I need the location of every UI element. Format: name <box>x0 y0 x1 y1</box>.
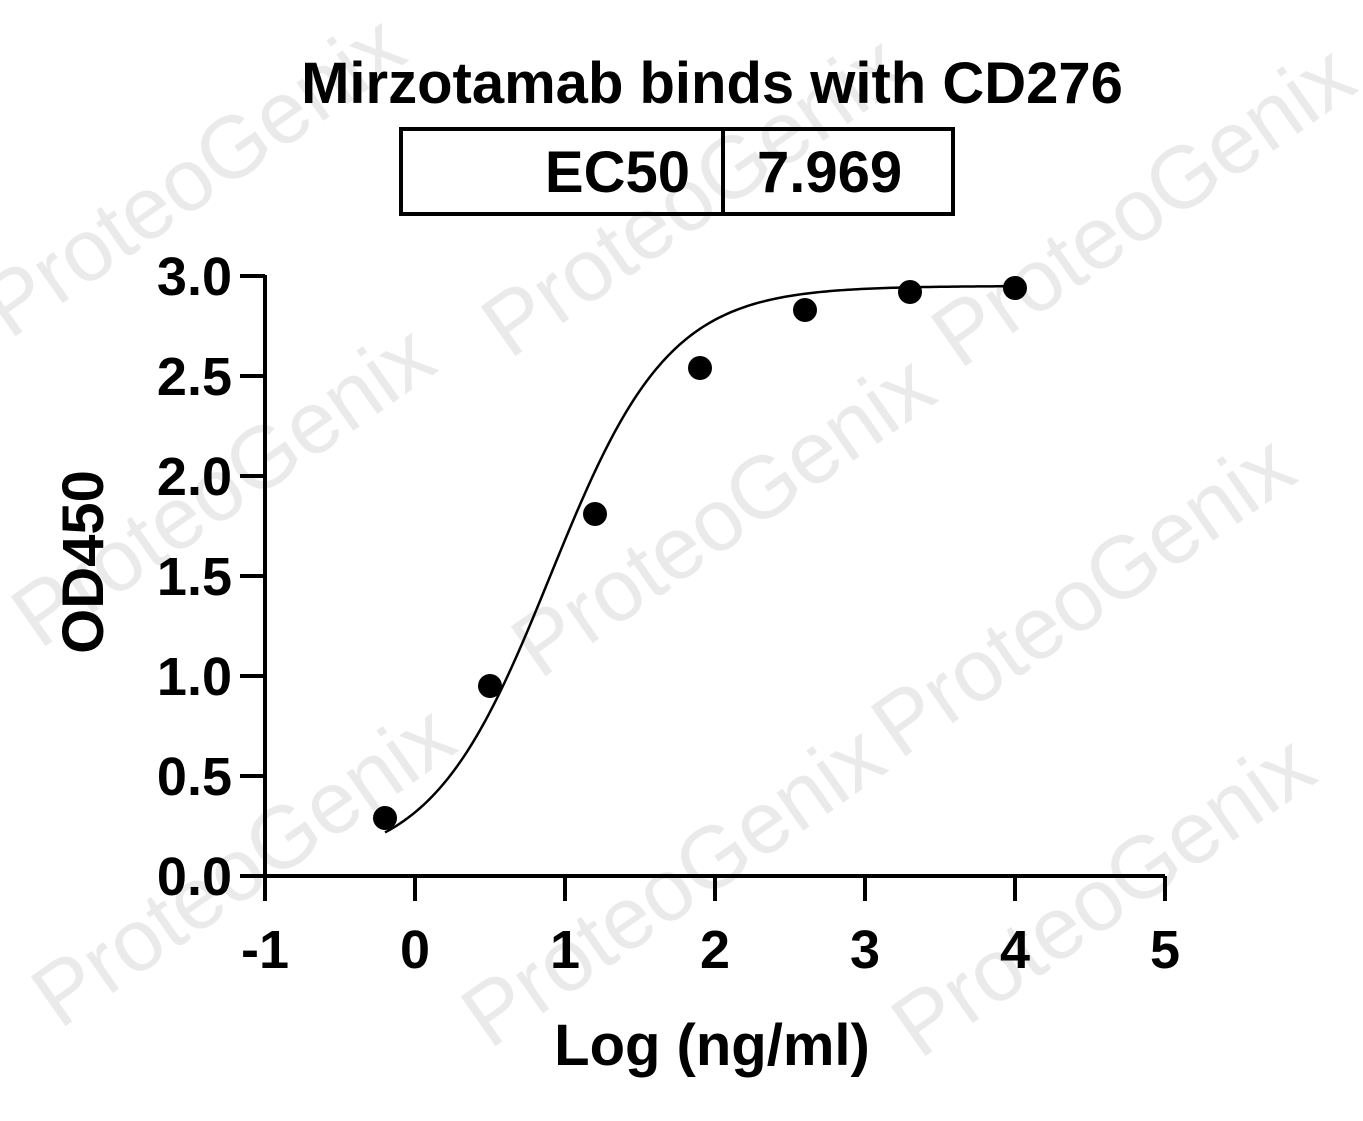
watermark-text: ProteoGenix <box>14 684 471 1046</box>
watermark-text: ProteoGenix <box>444 704 901 1066</box>
y-tick-label: 2.5 <box>157 347 232 407</box>
x-tick-label: 3 <box>850 920 880 980</box>
watermark-text: ProteoGenix <box>854 414 1311 776</box>
watermark-text: ProteoGenix <box>874 714 1331 1076</box>
x-axis-label: Log (ng/ml) <box>554 1013 870 1078</box>
data-points <box>373 276 1027 830</box>
ec50-table-border <box>399 127 955 216</box>
y-tick-label: 2.0 <box>157 447 232 507</box>
data-point <box>583 502 607 526</box>
x-tick-label: 2 <box>700 920 730 980</box>
x-tick-label: 5 <box>1150 920 1180 980</box>
y-axis-label: OD450 <box>51 470 116 654</box>
watermark-text: ProteoGenix <box>494 334 951 696</box>
chart-title: Mirzotamab binds with CD276 <box>301 51 1123 116</box>
x-tick-label: 0 <box>400 920 430 980</box>
data-point <box>1003 276 1027 300</box>
ec50-value: 7.969 <box>757 140 902 205</box>
data-point <box>898 280 922 304</box>
y-tick-label: 0.5 <box>157 747 232 807</box>
data-point <box>793 298 817 322</box>
y-tick-label: 1.0 <box>157 647 232 707</box>
y-tick-label: 1.5 <box>157 547 232 607</box>
x-ticks: -1 0 1 2 3 4 5 <box>241 876 1180 980</box>
x-tick-label: -1 <box>241 920 289 980</box>
x-tick-label: 1 <box>550 920 580 980</box>
y-tick-label: 0.0 <box>157 847 232 907</box>
y-ticks: 0.0 0.5 1.0 1.5 2.0 2.5 3.0 <box>157 247 265 907</box>
data-point <box>478 674 502 698</box>
x-tick-label: 4 <box>1000 920 1030 980</box>
ec50-table: EC50 7.969 <box>399 127 955 216</box>
data-point <box>373 806 397 830</box>
data-point <box>688 356 712 380</box>
ec50-label: EC50 <box>545 140 690 205</box>
y-tick-label: 3.0 <box>157 247 232 307</box>
